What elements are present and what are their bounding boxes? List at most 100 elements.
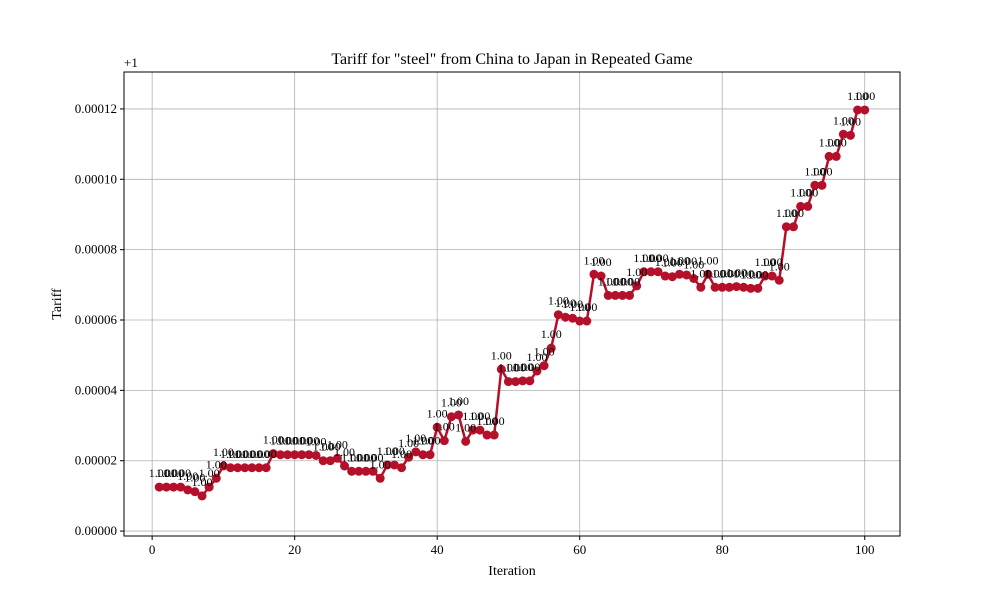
- data-point: [632, 281, 642, 291]
- value-label: 1.00: [355, 450, 376, 464]
- data-point: [774, 275, 784, 285]
- data-point: [496, 364, 506, 374]
- value-label: 1.00: [341, 450, 362, 464]
- y-offset-label: +1: [124, 55, 138, 70]
- data-point: [824, 151, 834, 161]
- data-point: [432, 422, 442, 432]
- value-label: 1.00: [740, 267, 761, 281]
- data-point: [411, 447, 421, 457]
- value-label: 1.00: [591, 255, 612, 269]
- data-point: [290, 450, 300, 460]
- y-axis-label: Tariff: [50, 288, 65, 320]
- value-label: 1.00: [298, 434, 319, 448]
- value-label: 1.00: [484, 414, 505, 428]
- data-point: [475, 425, 485, 435]
- value-label: 1.00: [690, 266, 711, 280]
- x-tick-label: 100: [855, 542, 875, 557]
- data-point: [197, 491, 207, 501]
- value-label: 1.00: [612, 274, 633, 288]
- data-point: [204, 482, 214, 492]
- plot-frame: [123, 71, 901, 537]
- data-point: [482, 430, 492, 440]
- value-label: 1.00: [405, 431, 426, 445]
- value-label: 1.00: [583, 253, 604, 267]
- value-label: 1.00: [534, 345, 555, 359]
- value-label: 1.00: [420, 434, 441, 448]
- value-label: 1.00: [576, 300, 597, 314]
- value-label: 1.00: [783, 206, 804, 220]
- data-point: [404, 452, 414, 462]
- value-label: 1.00: [320, 440, 341, 454]
- value-label: 1.00: [277, 434, 298, 448]
- value-label: 1.00: [213, 445, 234, 459]
- data-point: [325, 456, 335, 466]
- data-point: [610, 290, 620, 300]
- data-point: [739, 282, 749, 292]
- value-label: 1.00: [854, 89, 875, 103]
- value-label: 1.00: [598, 274, 619, 288]
- data-point: [817, 180, 827, 190]
- value-label: 1.00: [427, 406, 448, 420]
- data-point: [810, 180, 820, 190]
- data-point: [375, 473, 385, 483]
- data-point: [767, 271, 777, 281]
- value-label: 1.00: [177, 469, 198, 483]
- value-label: 1.00: [348, 450, 369, 464]
- value-label: 1.00: [448, 394, 469, 408]
- value-label: 1.00: [234, 447, 255, 461]
- data-point: [796, 201, 806, 211]
- data-point: [340, 461, 350, 471]
- value-label: 1.00: [192, 475, 213, 489]
- data-point: [254, 463, 264, 473]
- value-label: 1.00: [804, 164, 825, 178]
- value-label: 1.00: [455, 420, 476, 434]
- data-point: [468, 425, 478, 435]
- data-point: [389, 460, 399, 470]
- value-label: 1.00: [811, 164, 832, 178]
- value-label: 1.00: [776, 206, 797, 220]
- value-label: 1.00: [206, 457, 227, 471]
- value-label: 1.00: [633, 251, 654, 265]
- data-point: [368, 466, 378, 476]
- data-point: [753, 283, 763, 293]
- value-label: 1.00: [334, 445, 355, 459]
- data-point: [539, 361, 549, 371]
- value-label: 1.00: [498, 361, 519, 375]
- value-label: 1.00: [370, 457, 391, 471]
- value-label: 1.00: [719, 266, 740, 280]
- data-point: [439, 436, 449, 446]
- value-label: 1.00: [284, 434, 305, 448]
- data-point: [361, 466, 371, 476]
- y-tick-label: 0.00000: [75, 523, 117, 538]
- value-label: 1.00: [398, 436, 419, 450]
- value-label: 1.00: [469, 409, 490, 423]
- value-label: 1.00: [819, 135, 840, 149]
- value-label: 1.00: [412, 434, 433, 448]
- value-label: 1.00: [569, 300, 590, 314]
- value-label: 1.00: [562, 297, 583, 311]
- value-label: 1.00: [477, 414, 498, 428]
- y-tick-label: 0.00002: [75, 453, 117, 468]
- data-point: [639, 267, 649, 277]
- value-label: 1.00: [505, 361, 526, 375]
- x-tick-label: 20: [288, 542, 301, 557]
- data-point: [226, 463, 236, 473]
- value-label: 1.00: [462, 409, 483, 423]
- value-label: 1.00: [619, 274, 640, 288]
- x-tick-label: 40: [431, 542, 444, 557]
- data-point: [838, 129, 848, 139]
- value-label: 1.00: [683, 257, 704, 271]
- data-point: [532, 366, 542, 376]
- value-label: 1.00: [676, 254, 697, 268]
- value-label: 1.00: [769, 259, 790, 273]
- data-point: [418, 450, 428, 460]
- data-point: [211, 473, 221, 483]
- data-point: [625, 290, 635, 300]
- data-point: [176, 482, 186, 492]
- value-label: 1.00: [762, 255, 783, 269]
- data-point: [660, 271, 670, 281]
- value-label: 1.00: [840, 114, 861, 128]
- value-label: 1.00: [241, 447, 262, 461]
